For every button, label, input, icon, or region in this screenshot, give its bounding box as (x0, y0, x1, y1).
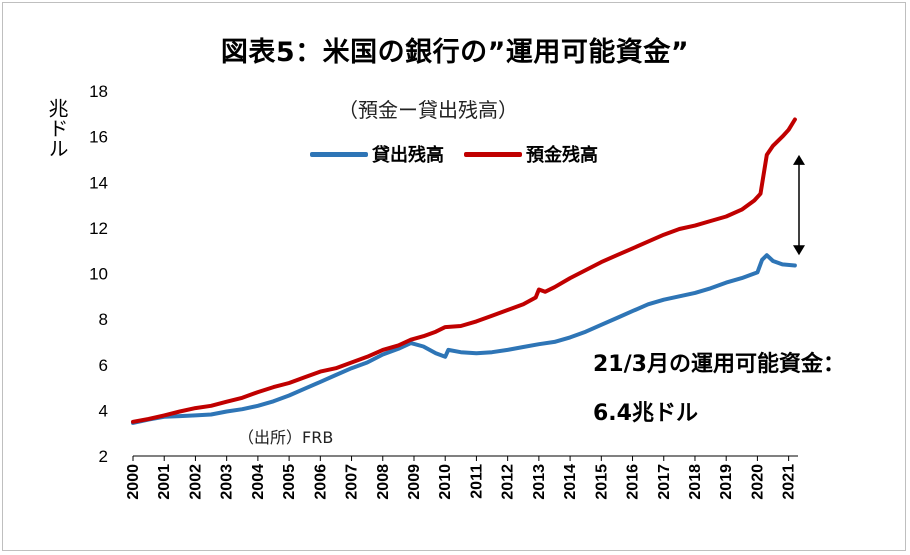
x-tick-label: 2020 (749, 464, 766, 500)
y-tick-label: 4 (99, 401, 108, 420)
x-tick-label: 2008 (375, 464, 392, 500)
x-tick-label: 2018 (687, 464, 704, 500)
legend-item-loans: 貸出残高 (310, 141, 444, 167)
chart-subtitle: （預金ー貸出残高） (338, 98, 518, 122)
series-line-loans (131, 253, 797, 425)
legend-swatch-loans (310, 151, 368, 157)
x-tick-label: 2012 (500, 464, 517, 500)
x-tick-label: 2011 (468, 464, 485, 499)
x-tick-label: 2005 (281, 464, 298, 500)
x-tick-label: 2010 (437, 464, 454, 500)
legend: 貸出残高 預金残高 (310, 141, 618, 167)
legend-label-deposits: 預金残高 (526, 145, 598, 166)
x-tick-label: 2009 (406, 464, 423, 500)
y-tick-label: 16 (89, 128, 108, 147)
y-axis-label: 兆ドル (45, 98, 69, 158)
legend-swatch-deposits (464, 151, 522, 157)
gap-arrow-head-up (793, 154, 805, 165)
y-tick-label: 8 (99, 310, 108, 329)
chart-title: 図表5：米国の銀行の”運用可能資金” (220, 37, 690, 68)
x-tick-label: 2016 (625, 464, 642, 500)
series-line-deposits (131, 117, 797, 424)
gap-arrow-head-down (793, 245, 805, 256)
x-tick-label: 2001 (156, 464, 173, 500)
y-tick-label: 12 (89, 219, 108, 238)
x-tick-label: 2002 (187, 464, 204, 500)
y-tick-label: 10 (89, 265, 108, 284)
annotation-funds-value: 6.4兆ドル (593, 401, 698, 426)
x-tick-label: 2007 (344, 464, 361, 500)
y-tick-label: 18 (89, 82, 108, 101)
x-tick-label: 2021 (781, 464, 798, 500)
legend-label-loans: 貸出残高 (372, 145, 444, 166)
x-tick-label: 2006 (312, 464, 329, 500)
x-tick-label: 2004 (250, 464, 267, 500)
x-tick-label: 2017 (656, 464, 673, 500)
y-tick-label: 2 (99, 447, 108, 466)
legend-item-deposits: 預金残高 (464, 141, 598, 167)
source-note: （出所）FRB (238, 428, 334, 447)
x-tick-label: 2015 (593, 464, 610, 500)
y-tick-label: 14 (89, 173, 108, 192)
x-tick-label: 2003 (219, 464, 236, 500)
x-tick-label: 2014 (562, 464, 579, 500)
annotation-funds-label: 21/3月の運用可能資金： (593, 352, 845, 377)
x-tick-label: 2019 (718, 464, 735, 500)
y-tick-label: 6 (99, 356, 108, 375)
x-tick-label: 2013 (531, 464, 548, 500)
x-tick-label: 2000 (125, 464, 142, 500)
